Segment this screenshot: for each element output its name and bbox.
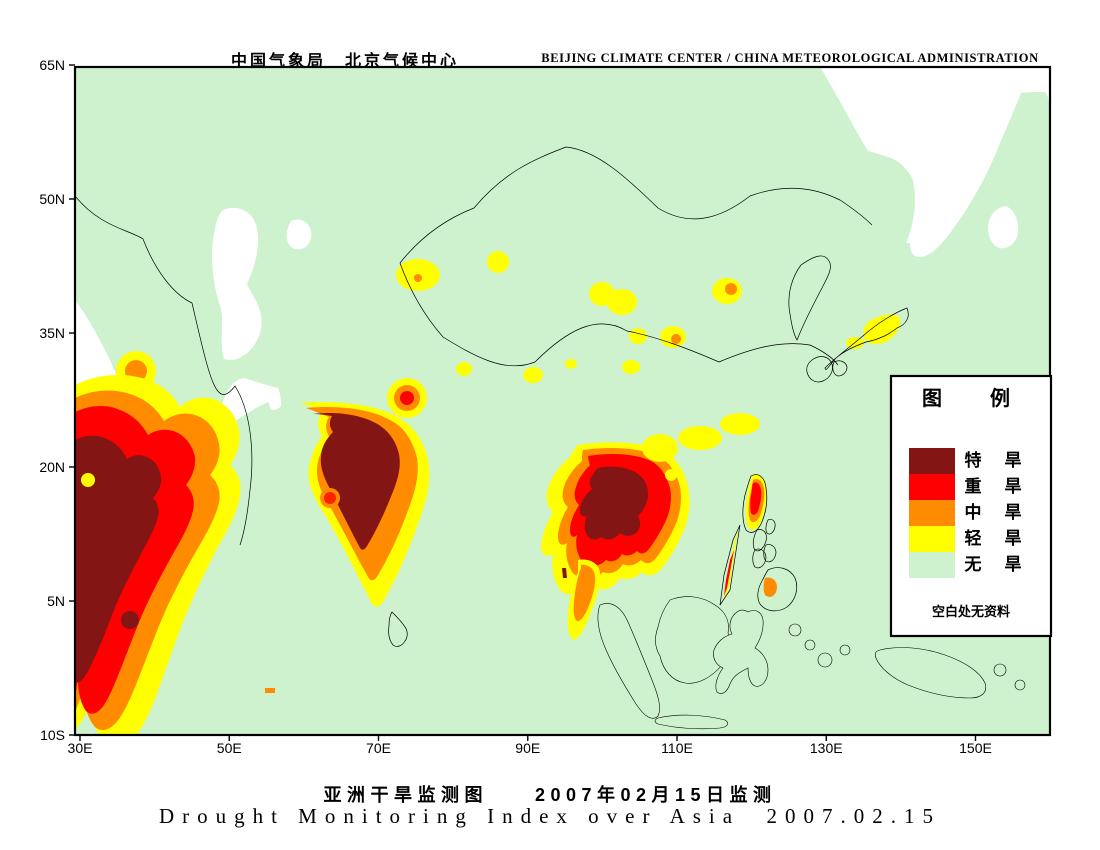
svg-text:中: 中 xyxy=(965,502,982,522)
svg-text:重: 重 xyxy=(965,476,982,496)
svg-text:特: 特 xyxy=(965,450,982,470)
svg-text:30E: 30E xyxy=(68,740,93,756)
svg-text:轻: 轻 xyxy=(965,528,982,548)
svg-text:无: 无 xyxy=(964,555,982,574)
svg-text:旱: 旱 xyxy=(1005,451,1022,470)
svg-text:旱: 旱 xyxy=(1005,477,1022,496)
svg-text:130E: 130E xyxy=(810,740,843,756)
svg-text:图: 图 xyxy=(922,387,942,410)
svg-text:35N: 35N xyxy=(39,325,65,341)
svg-text:90E: 90E xyxy=(515,740,540,756)
svg-text:空白处无资料: 空白处无资料 xyxy=(932,604,1010,619)
svg-text:旱: 旱 xyxy=(1005,555,1022,574)
svg-text:65N: 65N xyxy=(39,57,65,73)
svg-text:5N: 5N xyxy=(47,593,65,609)
svg-text:50N: 50N xyxy=(39,191,65,207)
svg-text:10S: 10S xyxy=(40,727,65,743)
svg-text:20N: 20N xyxy=(39,459,65,475)
svg-text:150E: 150E xyxy=(959,740,992,756)
svg-text:110E: 110E xyxy=(661,740,693,756)
svg-text:例: 例 xyxy=(990,386,1010,410)
svg-text:50E: 50E xyxy=(217,740,242,756)
svg-text:旱: 旱 xyxy=(1005,529,1022,548)
svg-text:70E: 70E xyxy=(366,740,391,756)
svg-text:旱: 旱 xyxy=(1005,503,1022,522)
